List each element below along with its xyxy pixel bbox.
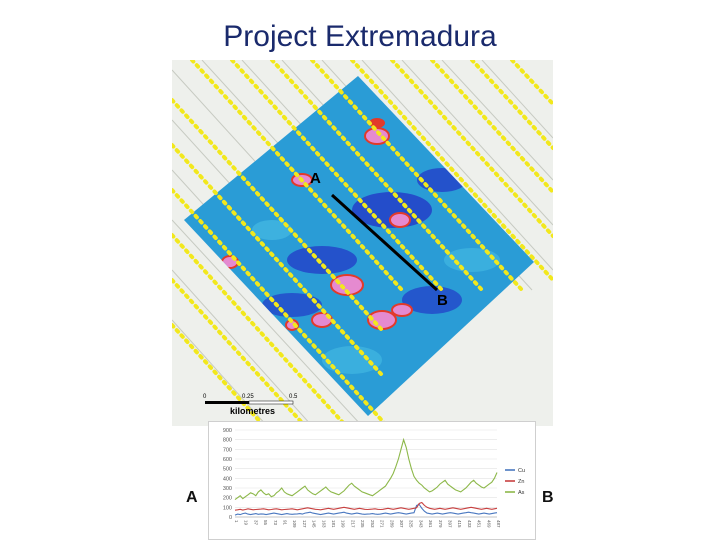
x-tick-label: 271 bbox=[380, 520, 385, 528]
legend-label: Zn bbox=[518, 479, 524, 485]
x-tick-label: 19 bbox=[244, 520, 249, 526]
x-tick-label: 379 bbox=[438, 520, 443, 528]
series-line-zn bbox=[234, 501, 498, 511]
x-tick-label: 163 bbox=[321, 520, 326, 528]
x-tick-label: 397 bbox=[447, 520, 452, 528]
x-tick-label: 235 bbox=[360, 520, 365, 528]
survey-map-canvas: A B 0 0.25 0.5 kilometres bbox=[170, 58, 555, 428]
series-line-cu bbox=[234, 503, 498, 516]
y-tick-label: 0 bbox=[229, 515, 232, 521]
y-tick-label: 500 bbox=[223, 467, 232, 473]
legend-label: Cu bbox=[518, 468, 525, 474]
scale-tick-1: 0.25 bbox=[242, 394, 254, 400]
x-tick-label: 451 bbox=[477, 520, 482, 528]
survey-area bbox=[184, 76, 534, 416]
x-tick-label: 433 bbox=[467, 520, 472, 528]
x-tick-label: 199 bbox=[341, 520, 346, 528]
chart-series bbox=[234, 437, 498, 516]
scale-bar: 0 0.25 0.5 kilometres bbox=[203, 394, 298, 416]
y-tick-label: 800 bbox=[223, 438, 232, 444]
x-tick-label: 181 bbox=[331, 520, 336, 528]
scale-tick-0: 0 bbox=[203, 394, 207, 400]
x-tick-label: 469 bbox=[486, 520, 491, 528]
x-tick-label: 325 bbox=[409, 520, 414, 528]
legend-label: As bbox=[518, 490, 525, 496]
profile-end-label: B bbox=[437, 292, 448, 309]
profile-start-label: A bbox=[310, 170, 321, 187]
x-tick-label: 289 bbox=[389, 520, 394, 528]
y-tick-label: 300 bbox=[223, 486, 232, 492]
x-tick-label: 55 bbox=[263, 520, 268, 526]
y-tick-label: 100 bbox=[223, 505, 232, 511]
x-tick-label: 127 bbox=[302, 520, 307, 528]
geochem-chart: 0 100 200 300 400 500 600 700 800 900 1 19 37 55 73 91… bbox=[208, 421, 536, 540]
x-tick-label: 307 bbox=[399, 520, 404, 528]
scale-unit: kilometres bbox=[230, 406, 275, 416]
y-tick-label: 600 bbox=[223, 457, 232, 463]
y-axis: 0 100 200 300 400 500 600 700 800 900 bbox=[223, 428, 497, 521]
series-line-as bbox=[234, 437, 498, 501]
x-tick-label: 217 bbox=[350, 520, 355, 528]
x-axis: 1 19 37 55 73 91 109 127 145 163 181 199 217 235 253 27… bbox=[234, 516, 501, 528]
chart-legend: Cu Zn As bbox=[505, 468, 525, 496]
slide-title: Project Extremadura bbox=[223, 20, 497, 53]
y-tick-label: 900 bbox=[223, 428, 232, 434]
chart-label-b: B bbox=[542, 489, 554, 506]
x-tick-label: 109 bbox=[292, 520, 297, 528]
scale-tick-2: 0.5 bbox=[289, 394, 298, 400]
x-tick-label: 91 bbox=[283, 520, 288, 526]
x-tick-label: 415 bbox=[457, 520, 462, 528]
y-tick-label: 200 bbox=[223, 496, 232, 502]
chart-label-a: A bbox=[186, 489, 198, 506]
x-tick-label: 487 bbox=[496, 520, 501, 528]
x-tick-label: 253 bbox=[370, 520, 375, 528]
x-tick-label: 37 bbox=[253, 520, 258, 526]
traverse-lines bbox=[170, 58, 555, 428]
y-tick-label: 400 bbox=[223, 476, 232, 482]
x-tick-label: 145 bbox=[312, 520, 317, 528]
profile-line bbox=[330, 193, 439, 292]
geochem-chart-canvas: 0 100 200 300 400 500 600 700 800 900 1 19 37 55 73 91… bbox=[223, 428, 525, 528]
survey-map: A B 0 0.25 0.5 kilometres bbox=[170, 58, 555, 428]
y-tick-label: 700 bbox=[223, 447, 232, 453]
x-tick-label: 1 bbox=[234, 520, 239, 523]
x-tick-label: 361 bbox=[428, 520, 433, 528]
x-tick-label: 343 bbox=[418, 520, 423, 528]
x-tick-label: 73 bbox=[273, 520, 278, 526]
